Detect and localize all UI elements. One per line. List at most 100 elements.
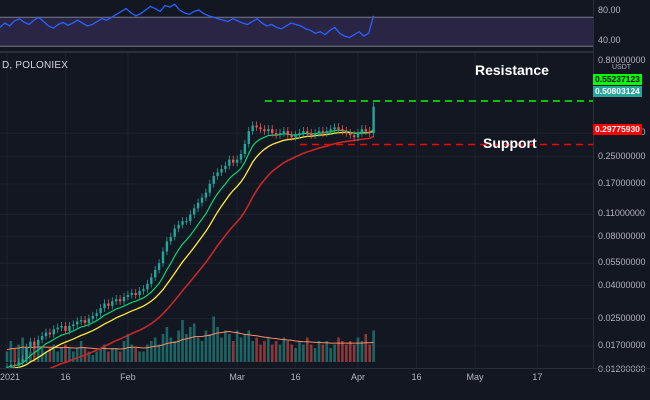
volume-bar — [122, 341, 126, 362]
price-tick-label: 0.01700000 — [598, 339, 646, 350]
volume-bar — [72, 351, 75, 362]
volume-ma-line — [6, 331, 374, 351]
candle-body — [95, 313, 98, 316]
candle-body — [255, 125, 258, 128]
volume-bar — [21, 337, 24, 362]
candle-body — [44, 332, 48, 337]
candle-body — [267, 129, 270, 132]
price-tick-label: 0.01200000 — [598, 364, 646, 375]
volume-bar — [325, 341, 329, 362]
volume-bar — [282, 337, 286, 362]
candle-body — [185, 221, 188, 223]
rsi-tick-80: 80.00 — [598, 5, 621, 15]
candle-body — [372, 106, 375, 134]
fast-ema-line — [6, 129, 374, 368]
volume-bar — [321, 344, 325, 362]
volume-bar — [212, 316, 215, 362]
candle-body — [271, 129, 274, 134]
price-tick-label: 0.17000000 — [598, 177, 646, 188]
volume-bar — [317, 341, 321, 362]
candle-body — [208, 183, 211, 193]
time-tick-label: Feb — [120, 372, 136, 382]
volume-bar — [356, 337, 360, 362]
price-tick-top-partial: 0.80000000 — [598, 55, 646, 65]
candle-body — [99, 308, 102, 314]
candle-body — [79, 320, 83, 322]
candle-body — [76, 321, 79, 325]
rsi-band — [0, 17, 593, 47]
volume-bar — [286, 341, 290, 362]
time-tick-label: 16 — [290, 372, 301, 382]
volume-bar — [87, 351, 91, 362]
volume-bar — [75, 348, 79, 362]
candle-body — [107, 303, 110, 306]
volume-bar — [17, 344, 20, 362]
volume-bar — [306, 337, 309, 362]
volume-bar — [263, 341, 266, 362]
volume-bar — [329, 348, 332, 362]
support-label: Support — [483, 135, 537, 151]
rsi-tick-40: 40.00 — [598, 35, 621, 45]
volume-bar — [68, 348, 71, 362]
candle-body — [193, 208, 196, 215]
volume-bar — [290, 344, 293, 362]
candle-body — [111, 301, 114, 306]
volume-bar — [341, 341, 344, 362]
volume-bar — [348, 341, 352, 362]
candle-body — [181, 221, 184, 225]
volume-bar — [60, 348, 63, 362]
candle-body — [154, 269, 157, 278]
volume-bar — [52, 344, 56, 362]
candle-body — [134, 293, 137, 295]
candle-body — [103, 303, 106, 309]
resistance-price-tag: 0.55237123 — [593, 74, 642, 85]
candle-body — [259, 127, 262, 130]
volume-bar — [298, 341, 301, 362]
volume-bar — [9, 341, 13, 362]
volume-bar — [278, 344, 282, 362]
volume-bar — [142, 351, 145, 362]
price-pane[interactable] — [0, 53, 593, 368]
volume-bar — [29, 351, 32, 362]
volume-bar — [270, 344, 274, 362]
volume-bar — [313, 348, 317, 362]
volume-bar — [36, 341, 40, 362]
volume-bar — [294, 348, 297, 362]
candle-body — [196, 202, 200, 209]
candle-body — [263, 129, 266, 132]
time-tick-label: 2021 — [0, 372, 21, 382]
volume-bar — [360, 341, 364, 362]
candle-body — [64, 326, 67, 331]
volume-bar — [165, 327, 169, 362]
candle-body — [126, 294, 130, 298]
candle-body — [286, 131, 289, 136]
price-axis[interactable] — [593, 0, 650, 368]
volume-bar — [228, 334, 231, 362]
candle-body — [40, 336, 44, 340]
symbol-legend[interactable]: D, POLONIEX — [2, 60, 69, 71]
candle-body — [91, 315, 94, 319]
candle-body — [68, 326, 71, 331]
resistance-label: Resistance — [475, 62, 549, 78]
time-tick-label: May — [466, 372, 484, 382]
volume-bar — [255, 337, 258, 362]
candle-body — [321, 131, 325, 134]
candle-body — [161, 251, 165, 264]
candle-body — [294, 135, 297, 138]
candle-body — [200, 197, 204, 203]
volume-bar — [130, 344, 134, 362]
time-axis[interactable] — [0, 368, 650, 400]
pane-separator[interactable] — [0, 51, 593, 53]
volume-bar — [161, 334, 165, 362]
candle-body — [306, 131, 309, 134]
volume-bar — [372, 330, 375, 362]
candle-body — [228, 159, 231, 166]
candle-body — [356, 133, 360, 138]
candle-body — [352, 135, 356, 138]
candle-body — [349, 133, 352, 136]
volume-bar — [48, 348, 52, 362]
rsi-pane[interactable] — [0, 0, 593, 50]
volume-bar — [173, 341, 176, 362]
candle-body — [235, 159, 239, 163]
